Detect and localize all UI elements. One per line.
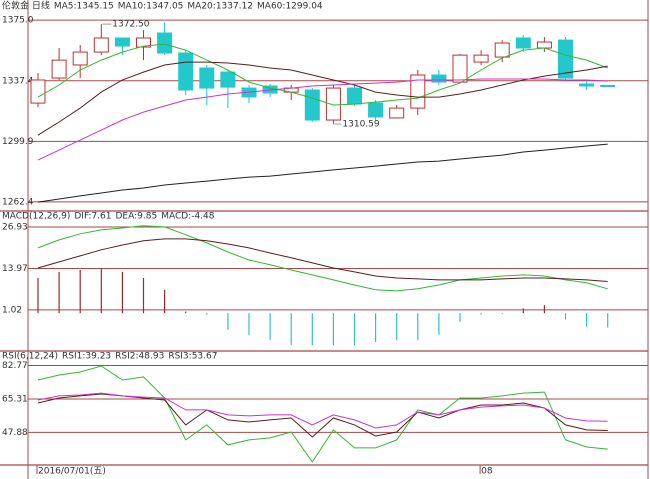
legend-entry: RSI3:53.67 — [168, 352, 217, 362]
legend-entry: MA20:1337.12 — [187, 2, 253, 12]
candle-body — [410, 74, 426, 109]
y-tick-label: 47.88 — [2, 428, 28, 438]
y-tick-label: 26.93 — [2, 222, 28, 232]
y-tick-label: 1375.0 — [2, 16, 34, 26]
x-tick-label: 08 — [481, 467, 493, 477]
candle-body — [114, 37, 130, 47]
y-tick-label: 1.02 — [2, 305, 22, 315]
legend-entry: MA5:1345.15 — [54, 2, 114, 12]
legend-entry: MACD:-4.48 — [161, 212, 215, 222]
candle-body — [325, 87, 341, 121]
candle-body — [536, 41, 552, 49]
candle-body — [558, 39, 573, 79]
high-label: 1372.50 — [112, 20, 149, 30]
candle-body — [304, 89, 320, 121]
low-label: 1310.59 — [342, 120, 379, 130]
candle-body — [515, 37, 531, 49]
indicator-line — [37, 238, 608, 282]
candle-body — [220, 71, 236, 88]
ma-line — [37, 78, 608, 161]
legend-entry: MA60:1299.04 — [257, 2, 323, 12]
candle-body — [178, 52, 194, 91]
legend-entry: DIF:7.61 — [74, 212, 111, 222]
legend-entry: DEA:9.85 — [116, 212, 158, 222]
candle-body — [579, 83, 595, 87]
candle-body — [157, 32, 173, 54]
candle-body — [600, 84, 616, 87]
candle-body — [199, 67, 215, 89]
candle-body — [494, 42, 510, 58]
candle-body — [389, 107, 405, 119]
y-tick-label: 1262.4 — [2, 197, 34, 207]
candle-body — [72, 51, 88, 66]
candle-body — [136, 37, 151, 48]
indicator-line — [37, 225, 608, 292]
candle-body — [368, 102, 384, 118]
ma-line — [37, 143, 608, 203]
y-tick-label: 13.97 — [2, 264, 28, 274]
indicator-line — [37, 392, 608, 429]
legend-entry: MA10:1347.05 — [118, 2, 184, 12]
panel-title: MACD(12,26,9) — [2, 212, 70, 222]
candle-body — [51, 59, 67, 79]
legend-entry: RSI1:39.23 — [62, 352, 111, 362]
legend-entry: RSI2:48.93 — [115, 352, 164, 362]
y-tick-label: 65.31 — [2, 394, 28, 404]
ma-line — [37, 61, 608, 136]
y-tick-label: 1299.9 — [2, 137, 34, 147]
candle-body — [347, 87, 362, 105]
candle-body — [473, 54, 489, 63]
ma-line — [37, 43, 608, 106]
candle-body — [93, 37, 109, 53]
candle-body — [30, 79, 46, 104]
y-tick-label: 1337.4 — [2, 76, 34, 86]
y-tick-label: 82.77 — [2, 361, 28, 371]
panel-title: RSI(6,12,24) — [2, 352, 58, 362]
candle-body — [452, 54, 468, 83]
candle-body — [431, 74, 447, 83]
indicator-line — [37, 365, 608, 463]
panel-title: 伦敦金 日线 — [2, 0, 50, 12]
x-tick-label: 2016/07/01(五) — [38, 467, 106, 477]
